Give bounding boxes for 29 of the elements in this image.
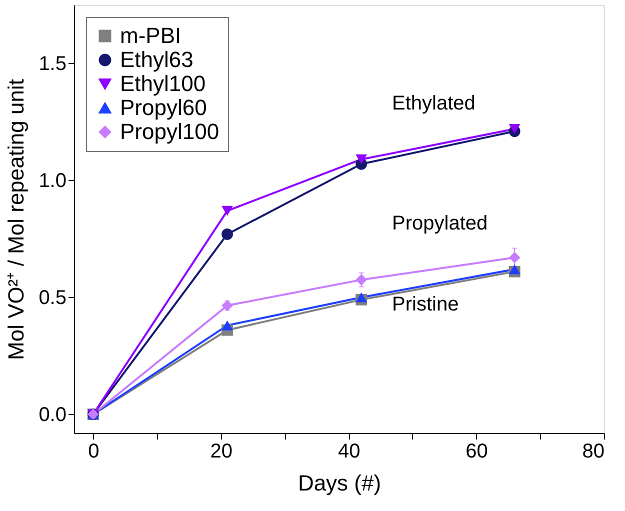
- legend-label: m-PBI: [120, 23, 182, 48]
- annotation: Ethylated: [392, 92, 476, 114]
- point: [356, 154, 368, 164]
- text: 0.0: [38, 404, 66, 426]
- y-tick-label: 1.5: [38, 52, 66, 75]
- y-axis-title: Mol VO²⁺ / Mol repeating unit: [4, 79, 29, 360]
- point: [222, 228, 233, 240]
- point: [356, 292, 368, 302]
- point: [222, 320, 233, 330]
- point: [508, 264, 520, 274]
- x-tick-label: 40: [338, 440, 360, 462]
- x-tick-label: 60: [466, 440, 488, 462]
- x-tick-label: 0: [88, 440, 100, 462]
- x-tick-label: 20: [210, 440, 232, 462]
- y-tick-label: 1.0: [38, 170, 66, 192]
- legend-label: Propyl100: [120, 119, 220, 144]
- x-axis-title: Days (#): [298, 470, 382, 496]
- point: [508, 124, 520, 134]
- legend-label: Propyl60: [120, 95, 207, 120]
- annotation: Propylated: [392, 212, 488, 234]
- annotation: Pristine: [392, 294, 459, 316]
- legend-label: Ethyl63: [120, 47, 194, 72]
- legend-label: Ethyl100: [120, 71, 206, 96]
- y-tick-label: 0.5: [38, 286, 66, 309]
- point: [508, 252, 520, 264]
- point: [356, 274, 368, 286]
- x-tick-label: 80: [582, 440, 604, 462]
- point: [222, 206, 233, 216]
- point: [222, 300, 233, 312]
